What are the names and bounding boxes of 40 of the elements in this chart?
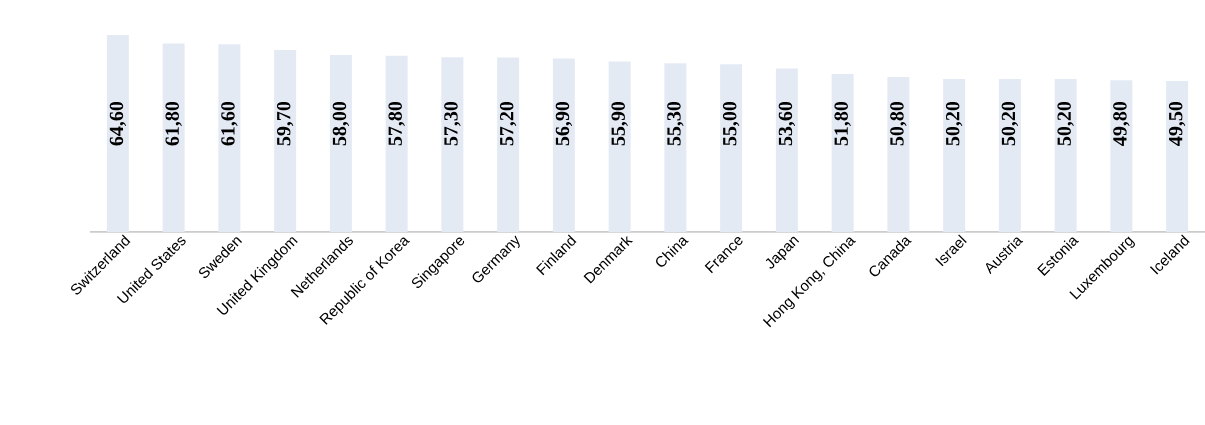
bar (329, 55, 352, 232)
data-label: 55,90 (611, 101, 628, 146)
bar (1166, 81, 1189, 232)
data-label: 57,20 (499, 101, 517, 146)
bar (385, 55, 408, 232)
data-label: 58,00 (332, 101, 350, 146)
data-label: 61,80 (165, 101, 182, 146)
bar (720, 64, 743, 232)
bar (274, 49, 297, 232)
bar (162, 43, 185, 232)
data-label: 64,60 (109, 101, 127, 146)
data-label: 55,00 (722, 101, 740, 146)
bar (998, 78, 1021, 232)
bar (1054, 78, 1077, 232)
bar (664, 63, 687, 232)
bar (106, 35, 129, 232)
data-label: 49,80 (1113, 101, 1130, 146)
data-label: 53,60 (778, 101, 796, 146)
data-label: 61,60 (221, 101, 238, 146)
data-label: 50,20 (1001, 101, 1019, 146)
data-label: 50,20 (945, 101, 963, 146)
data-label: 50,80 (890, 101, 907, 146)
data-label: 49,50 (1168, 101, 1186, 146)
bar (1110, 80, 1133, 232)
bar (608, 61, 631, 232)
bar (831, 74, 854, 232)
bar (552, 58, 575, 232)
data-label: 57,30 (444, 101, 461, 146)
bar (441, 57, 464, 232)
data-label: 51,80 (834, 101, 851, 146)
bar (218, 44, 241, 232)
bar (943, 78, 966, 232)
data-label: 50,20 (1057, 101, 1074, 146)
data-label: 59,70 (276, 101, 294, 146)
bar (775, 68, 798, 232)
data-label: 57,80 (388, 101, 405, 146)
data-label: 55,30 (667, 101, 684, 146)
bar (497, 57, 520, 232)
bar (887, 77, 910, 232)
data-label: 56,90 (555, 101, 573, 146)
